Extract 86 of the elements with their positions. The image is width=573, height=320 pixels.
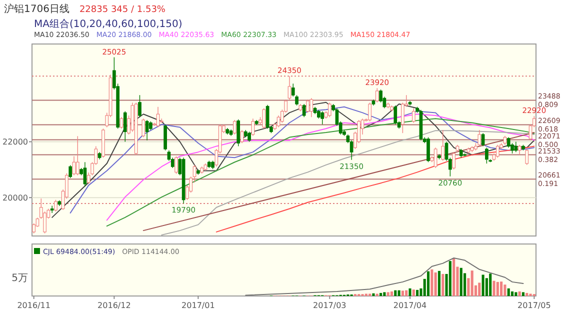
bar bbox=[426, 271, 430, 296]
bar bbox=[460, 268, 462, 296]
candlestick bbox=[83, 162, 87, 187]
bar bbox=[518, 291, 521, 296]
candlestick bbox=[68, 164, 72, 178]
candlestick bbox=[434, 147, 438, 168]
bar bbox=[500, 282, 503, 296]
bar bbox=[522, 292, 524, 296]
bar bbox=[482, 274, 484, 296]
candlestick bbox=[145, 120, 149, 141]
line-series bbox=[216, 146, 535, 232]
candlestick bbox=[138, 94, 142, 118]
candlestick bbox=[525, 148, 529, 166]
bar bbox=[416, 290, 419, 296]
bar bbox=[398, 290, 400, 296]
candlestick bbox=[478, 130, 482, 147]
bar bbox=[386, 292, 390, 296]
bar bbox=[514, 292, 518, 296]
bar bbox=[408, 288, 412, 296]
y-tick-label: 22000 bbox=[2, 138, 28, 147]
bar bbox=[390, 291, 394, 296]
bar bbox=[438, 270, 440, 296]
bar bbox=[510, 291, 514, 296]
bar bbox=[442, 274, 444, 296]
bar bbox=[405, 290, 408, 296]
chart-subtitle: 22835 345 / 1.53% bbox=[79, 5, 166, 15]
bar bbox=[507, 288, 510, 296]
candlestick bbox=[50, 205, 54, 214]
legend-title: MA组合(10,20,40,60,100,150) bbox=[34, 18, 182, 30]
candlestick bbox=[76, 136, 80, 176]
x-tick-label: 2017/03 bbox=[313, 301, 346, 310]
candlestick bbox=[375, 88, 379, 103]
candlestick bbox=[441, 130, 445, 162]
bar bbox=[372, 293, 375, 296]
x-tick-label: 2016/12 bbox=[98, 301, 131, 310]
candlestick bbox=[394, 105, 398, 125]
candlestick bbox=[310, 98, 314, 118]
bar bbox=[470, 270, 474, 296]
candlestick bbox=[174, 156, 178, 174]
bar bbox=[383, 292, 386, 296]
candlestick bbox=[54, 199, 58, 212]
bar bbox=[430, 269, 434, 296]
candlestick bbox=[251, 118, 255, 136]
candlestick bbox=[514, 141, 518, 152]
chart-title: 沪铝1706日线 bbox=[4, 3, 70, 15]
candlestick bbox=[368, 102, 372, 122]
x-tick-label: 2017/01 bbox=[182, 301, 215, 310]
bar bbox=[448, 261, 452, 296]
candlestick bbox=[518, 144, 522, 156]
candlestick bbox=[236, 119, 240, 147]
bar bbox=[380, 292, 382, 296]
bar bbox=[478, 282, 481, 296]
x-tick-label: 2017/04 bbox=[393, 301, 427, 310]
candlestick bbox=[496, 144, 500, 158]
candlestick bbox=[262, 108, 266, 129]
bar bbox=[452, 258, 456, 296]
candlestick bbox=[288, 76, 292, 100]
candlestick bbox=[306, 99, 310, 114]
candlestick bbox=[123, 110, 127, 142]
candlestick bbox=[485, 147, 488, 164]
bar bbox=[394, 290, 397, 296]
bar bbox=[504, 284, 506, 296]
bar bbox=[526, 292, 528, 296]
bar bbox=[412, 290, 415, 296]
x-tick-label: 2017/05 bbox=[518, 301, 551, 310]
candlestick bbox=[426, 136, 430, 162]
candlestick bbox=[120, 116, 124, 129]
candlestick bbox=[164, 124, 167, 151]
bar bbox=[401, 290, 404, 296]
candlestick bbox=[266, 104, 270, 129]
bar bbox=[434, 272, 437, 296]
text: 5万 bbox=[12, 273, 28, 284]
bar bbox=[496, 282, 499, 296]
x-tick-label: 2016/11 bbox=[17, 301, 50, 310]
candlestick bbox=[481, 132, 485, 147]
candlestick bbox=[233, 120, 236, 135]
bar bbox=[489, 274, 492, 296]
candlestick bbox=[412, 108, 416, 124]
candlestick bbox=[302, 104, 306, 118]
candlestick bbox=[320, 110, 324, 125]
candlestick bbox=[142, 118, 146, 138]
candlestick bbox=[248, 131, 251, 142]
candlestick bbox=[328, 102, 332, 118]
bar bbox=[492, 280, 496, 296]
candlestick bbox=[452, 152, 456, 170]
y-tick-label: 20000 bbox=[2, 194, 28, 203]
